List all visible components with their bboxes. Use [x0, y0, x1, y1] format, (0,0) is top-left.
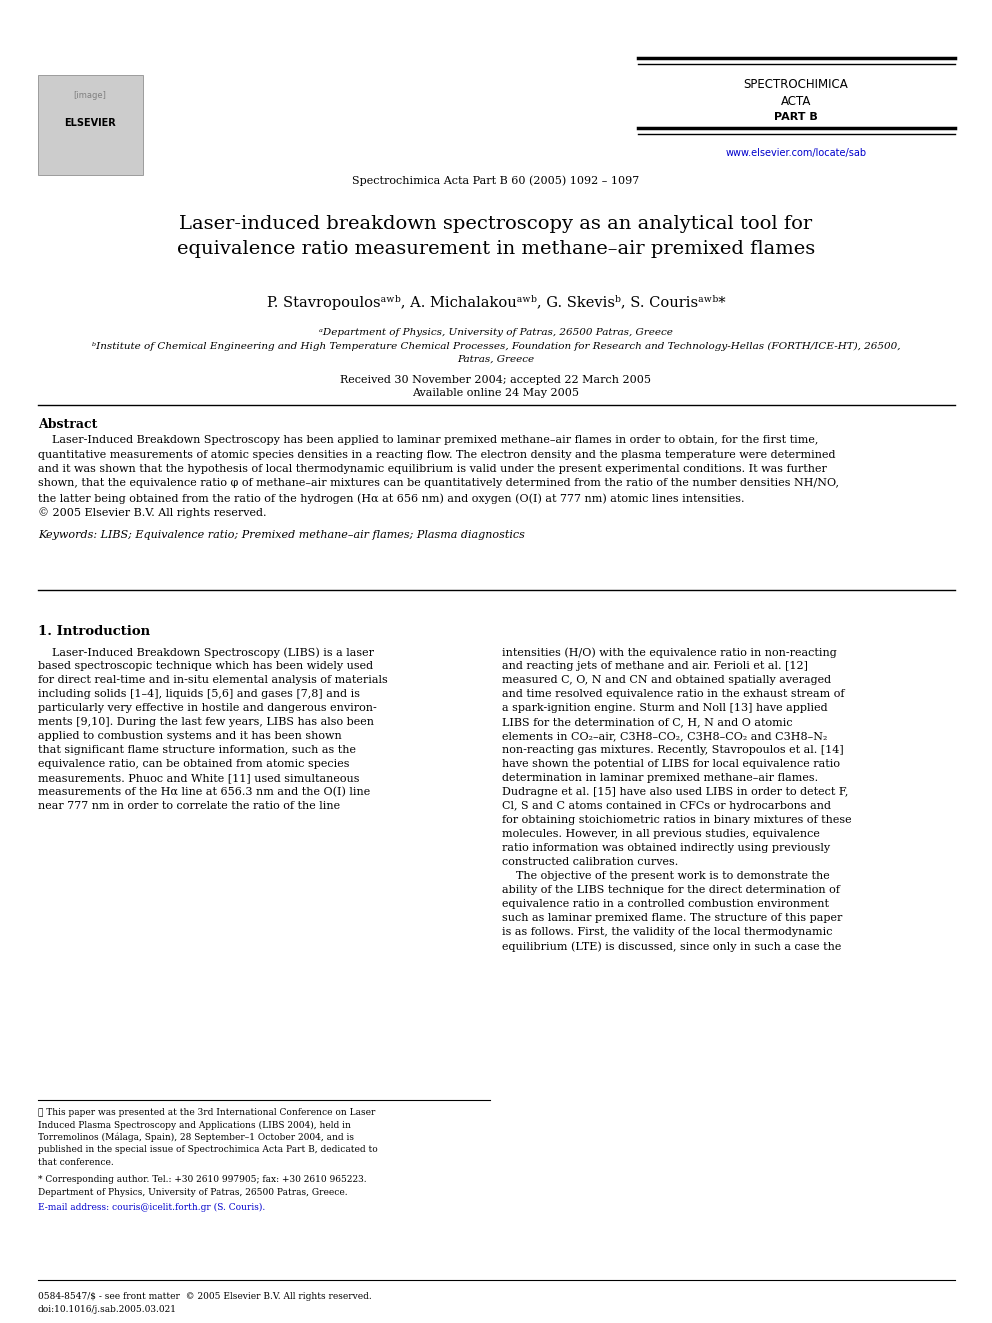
Text: * Corresponding author. Tel.: +30 2610 997905; fax: +30 2610 965223.: * Corresponding author. Tel.: +30 2610 9… — [38, 1176, 367, 1184]
Text: Laser-Induced Breakdown Spectroscopy has been applied to laminar premixed methan: Laser-Induced Breakdown Spectroscopy has… — [38, 435, 818, 445]
Text: for obtaining stoichiometric ratios in binary mixtures of these: for obtaining stoichiometric ratios in b… — [502, 815, 851, 826]
Text: applied to combustion systems and it has been shown: applied to combustion systems and it has… — [38, 732, 342, 741]
Text: Patras, Greece: Patras, Greece — [457, 355, 535, 364]
Text: measurements of the Hα line at 656.3 nm and the O(I) line: measurements of the Hα line at 656.3 nm … — [38, 787, 370, 798]
Text: 1. Introduction: 1. Introduction — [38, 624, 150, 638]
Text: P. Stavropoulosᵃʷᵇ, A. Michalakouᵃʷᵇ, G. Skevisᵇ, S. Courisᵃʷᵇ*: P. Stavropoulosᵃʷᵇ, A. Michalakouᵃʷᵇ, G.… — [267, 295, 725, 310]
Text: ACTA: ACTA — [781, 95, 811, 108]
Text: non-reacting gas mixtures. Recently, Stavropoulos et al. [14]: non-reacting gas mixtures. Recently, Sta… — [502, 745, 844, 755]
Text: doi:10.1016/j.sab.2005.03.021: doi:10.1016/j.sab.2005.03.021 — [38, 1304, 177, 1314]
Text: ratio information was obtained indirectly using previously: ratio information was obtained indirectl… — [502, 843, 830, 853]
Text: the latter being obtained from the ratio of the hydrogen (Hα at 656 nm) and oxyg: the latter being obtained from the ratio… — [38, 493, 745, 504]
Text: and time resolved equivalence ratio in the exhaust stream of: and time resolved equivalence ratio in t… — [502, 689, 844, 699]
Text: molecules. However, in all previous studies, equivalence: molecules. However, in all previous stud… — [502, 830, 819, 839]
Text: and it was shown that the hypothesis of local thermodynamic equilibrium is valid: and it was shown that the hypothesis of … — [38, 464, 827, 474]
Text: Department of Physics, University of Patras, 26500 Patras, Greece.: Department of Physics, University of Pat… — [38, 1188, 347, 1197]
Text: LIBS for the determination of C, H, N and O atomic: LIBS for the determination of C, H, N an… — [502, 717, 793, 728]
Text: www.elsevier.com/locate/sab: www.elsevier.com/locate/sab — [725, 148, 867, 157]
Text: 0584-8547/$ - see front matter  © 2005 Elsevier B.V. All rights reserved.: 0584-8547/$ - see front matter © 2005 El… — [38, 1293, 372, 1301]
Text: PART B: PART B — [774, 112, 817, 122]
Text: particularly very effective in hostile and dangerous environ-: particularly very effective in hostile a… — [38, 703, 377, 713]
Text: The objective of the present work is to demonstrate the: The objective of the present work is to … — [502, 871, 829, 881]
Text: Torremolinos (Málaga, Spain), 28 September–1 October 2004, and is: Torremolinos (Málaga, Spain), 28 Septemb… — [38, 1132, 354, 1143]
Text: constructed calibration curves.: constructed calibration curves. — [502, 857, 679, 867]
Text: Dudragne et al. [15] have also used LIBS in order to detect F,: Dudragne et al. [15] have also used LIBS… — [502, 787, 848, 796]
Text: Available online 24 May 2005: Available online 24 May 2005 — [413, 388, 579, 398]
Text: elements in CO₂–air, C3H8–CO₂, C3H8–CO₂ and C3H8–N₂: elements in CO₂–air, C3H8–CO₂, C3H8–CO₂ … — [502, 732, 827, 741]
Text: that significant flame structure information, such as the: that significant flame structure informa… — [38, 745, 356, 755]
Text: that conference.: that conference. — [38, 1158, 114, 1167]
Text: for direct real-time and in-situ elemental analysis of materials: for direct real-time and in-situ element… — [38, 675, 388, 685]
Text: equilibrium (LTE) is discussed, since only in such a case the: equilibrium (LTE) is discussed, since on… — [502, 941, 841, 951]
Text: Spectrochimica Acta Part B 60 (2005) 1092 – 1097: Spectrochimica Acta Part B 60 (2005) 109… — [352, 175, 640, 185]
Text: have shown the potential of LIBS for local equivalence ratio: have shown the potential of LIBS for loc… — [502, 759, 840, 769]
Text: Cl, S and C atoms contained in CFCs or hydrocarbons and: Cl, S and C atoms contained in CFCs or h… — [502, 800, 831, 811]
Text: intensities (H/O) with the equivalence ratio in non-reacting: intensities (H/O) with the equivalence r… — [502, 647, 836, 658]
Text: measured C, O, N and CN and obtained spatially averaged: measured C, O, N and CN and obtained spa… — [502, 675, 831, 685]
Text: ability of the LIBS technique for the direct determination of: ability of the LIBS technique for the di… — [502, 885, 840, 894]
Text: published in the special issue of Spectrochimica Acta Part B, dedicated to: published in the special issue of Spectr… — [38, 1146, 378, 1155]
Text: measurements. Phuoc and White [11] used simultaneous: measurements. Phuoc and White [11] used … — [38, 773, 359, 783]
Text: including solids [1–4], liquids [5,6] and gases [7,8] and is: including solids [1–4], liquids [5,6] an… — [38, 689, 360, 699]
Text: ELSEVIER: ELSEVIER — [64, 118, 116, 128]
Text: ᵇInstitute of Chemical Engineering and High Temperature Chemical Processes, Foun: ᵇInstitute of Chemical Engineering and H… — [91, 343, 901, 351]
Bar — [38, 75, 143, 175]
Text: Keywords: LIBS; Equivalence ratio; Premixed methane–air flames; Plasma diagnosti: Keywords: LIBS; Equivalence ratio; Premi… — [38, 531, 525, 540]
Text: shown, that the equivalence ratio φ of methane–air mixtures can be quantitativel: shown, that the equivalence ratio φ of m… — [38, 479, 839, 488]
Text: determination in laminar premixed methane–air flames.: determination in laminar premixed methan… — [502, 773, 818, 783]
Text: Laser-Induced Breakdown Spectroscopy (LIBS) is a laser: Laser-Induced Breakdown Spectroscopy (LI… — [38, 647, 374, 658]
Text: ᵃDepartment of Physics, University of Patras, 26500 Patras, Greece: ᵃDepartment of Physics, University of Pa… — [319, 328, 673, 337]
Text: Abstract: Abstract — [38, 418, 97, 431]
Text: [image]: [image] — [73, 91, 106, 101]
Text: equivalence ratio in a controlled combustion environment: equivalence ratio in a controlled combus… — [502, 900, 829, 909]
Text: near 777 nm in order to correlate the ratio of the line: near 777 nm in order to correlate the ra… — [38, 800, 340, 811]
Text: based spectroscopic technique which has been widely used: based spectroscopic technique which has … — [38, 662, 373, 671]
Text: SPECTROCHIMICA: SPECTROCHIMICA — [744, 78, 848, 91]
Text: a spark-ignition engine. Sturm and Noll [13] have applied: a spark-ignition engine. Sturm and Noll … — [502, 703, 827, 713]
Text: ments [9,10]. During the last few years, LIBS has also been: ments [9,10]. During the last few years,… — [38, 717, 374, 728]
Text: © 2005 Elsevier B.V. All rights reserved.: © 2005 Elsevier B.V. All rights reserved… — [38, 508, 267, 519]
Text: is as follows. First, the validity of the local thermodynamic: is as follows. First, the validity of th… — [502, 927, 832, 937]
Text: Induced Plasma Spectroscopy and Applications (LIBS 2004), held in: Induced Plasma Spectroscopy and Applicat… — [38, 1121, 351, 1130]
Text: Laser-induced breakdown spectroscopy as an analytical tool for
equivalence ratio: Laser-induced breakdown spectroscopy as … — [177, 216, 815, 258]
Text: such as laminar premixed flame. The structure of this paper: such as laminar premixed flame. The stru… — [502, 913, 842, 923]
Text: equivalence ratio, can be obtained from atomic species: equivalence ratio, can be obtained from … — [38, 759, 349, 769]
Text: quantitative measurements of atomic species densities in a reacting flow. The el: quantitative measurements of atomic spec… — [38, 450, 835, 459]
Text: and reacting jets of methane and air. Ferioli et al. [12]: and reacting jets of methane and air. Fe… — [502, 662, 808, 671]
Text: E-mail address: couris@icelit.forth.gr (S. Couris).: E-mail address: couris@icelit.forth.gr (… — [38, 1203, 265, 1212]
Text: ⋆ This paper was presented at the 3rd International Conference on Laser: ⋆ This paper was presented at the 3rd In… — [38, 1107, 375, 1117]
Text: Received 30 November 2004; accepted 22 March 2005: Received 30 November 2004; accepted 22 M… — [340, 374, 652, 385]
